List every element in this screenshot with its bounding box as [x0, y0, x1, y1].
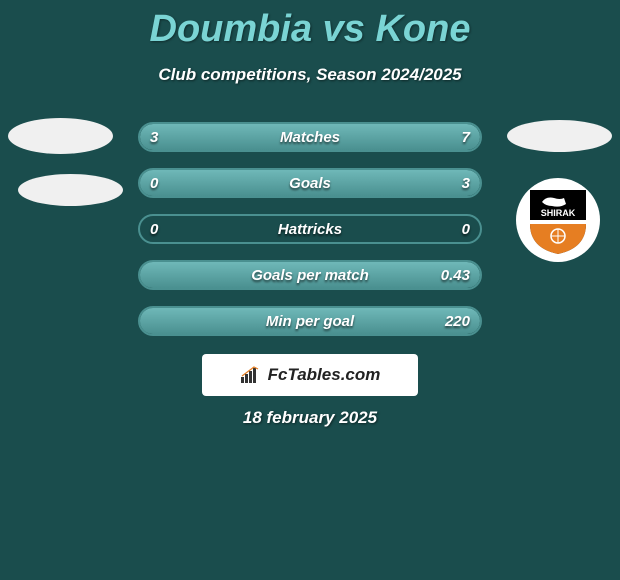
stat-label: Hattricks	[140, 216, 480, 242]
stat-value-right: 0.43	[441, 262, 470, 288]
stat-value-right: 0	[462, 216, 470, 242]
player1-club-avatar	[18, 174, 123, 206]
svg-text:SHIRAK: SHIRAK	[541, 208, 576, 218]
stat-row: 0Goals3	[138, 168, 482, 198]
player1-avatar	[8, 118, 113, 154]
subtitle: Club competitions, Season 2024/2025	[0, 65, 620, 85]
player2-avatar	[507, 120, 612, 152]
stat-row: Goals per match0.43	[138, 260, 482, 290]
date-label: 18 february 2025	[0, 408, 620, 428]
stat-label: Min per goal	[140, 308, 480, 334]
logo-text: FcTables.com	[268, 365, 381, 385]
shirak-shield-icon: SHIRAK	[522, 184, 594, 256]
bar-chart-icon	[240, 366, 262, 384]
stat-row: 0Hattricks0	[138, 214, 482, 244]
player2-club-badge: SHIRAK	[516, 178, 600, 262]
stat-label: Goals per match	[140, 262, 480, 288]
stat-value-right: 7	[462, 124, 470, 150]
stats-bars: 3Matches70Goals30Hattricks0Goals per mat…	[138, 122, 482, 352]
stat-row: 3Matches7	[138, 122, 482, 152]
stat-label: Goals	[140, 170, 480, 196]
stat-value-right: 220	[445, 308, 470, 334]
page-title: Doumbia vs Kone	[0, 0, 620, 51]
stat-row: Min per goal220	[138, 306, 482, 336]
fctables-logo[interactable]: FcTables.com	[202, 354, 418, 396]
stat-value-right: 3	[462, 170, 470, 196]
stat-label: Matches	[140, 124, 480, 150]
